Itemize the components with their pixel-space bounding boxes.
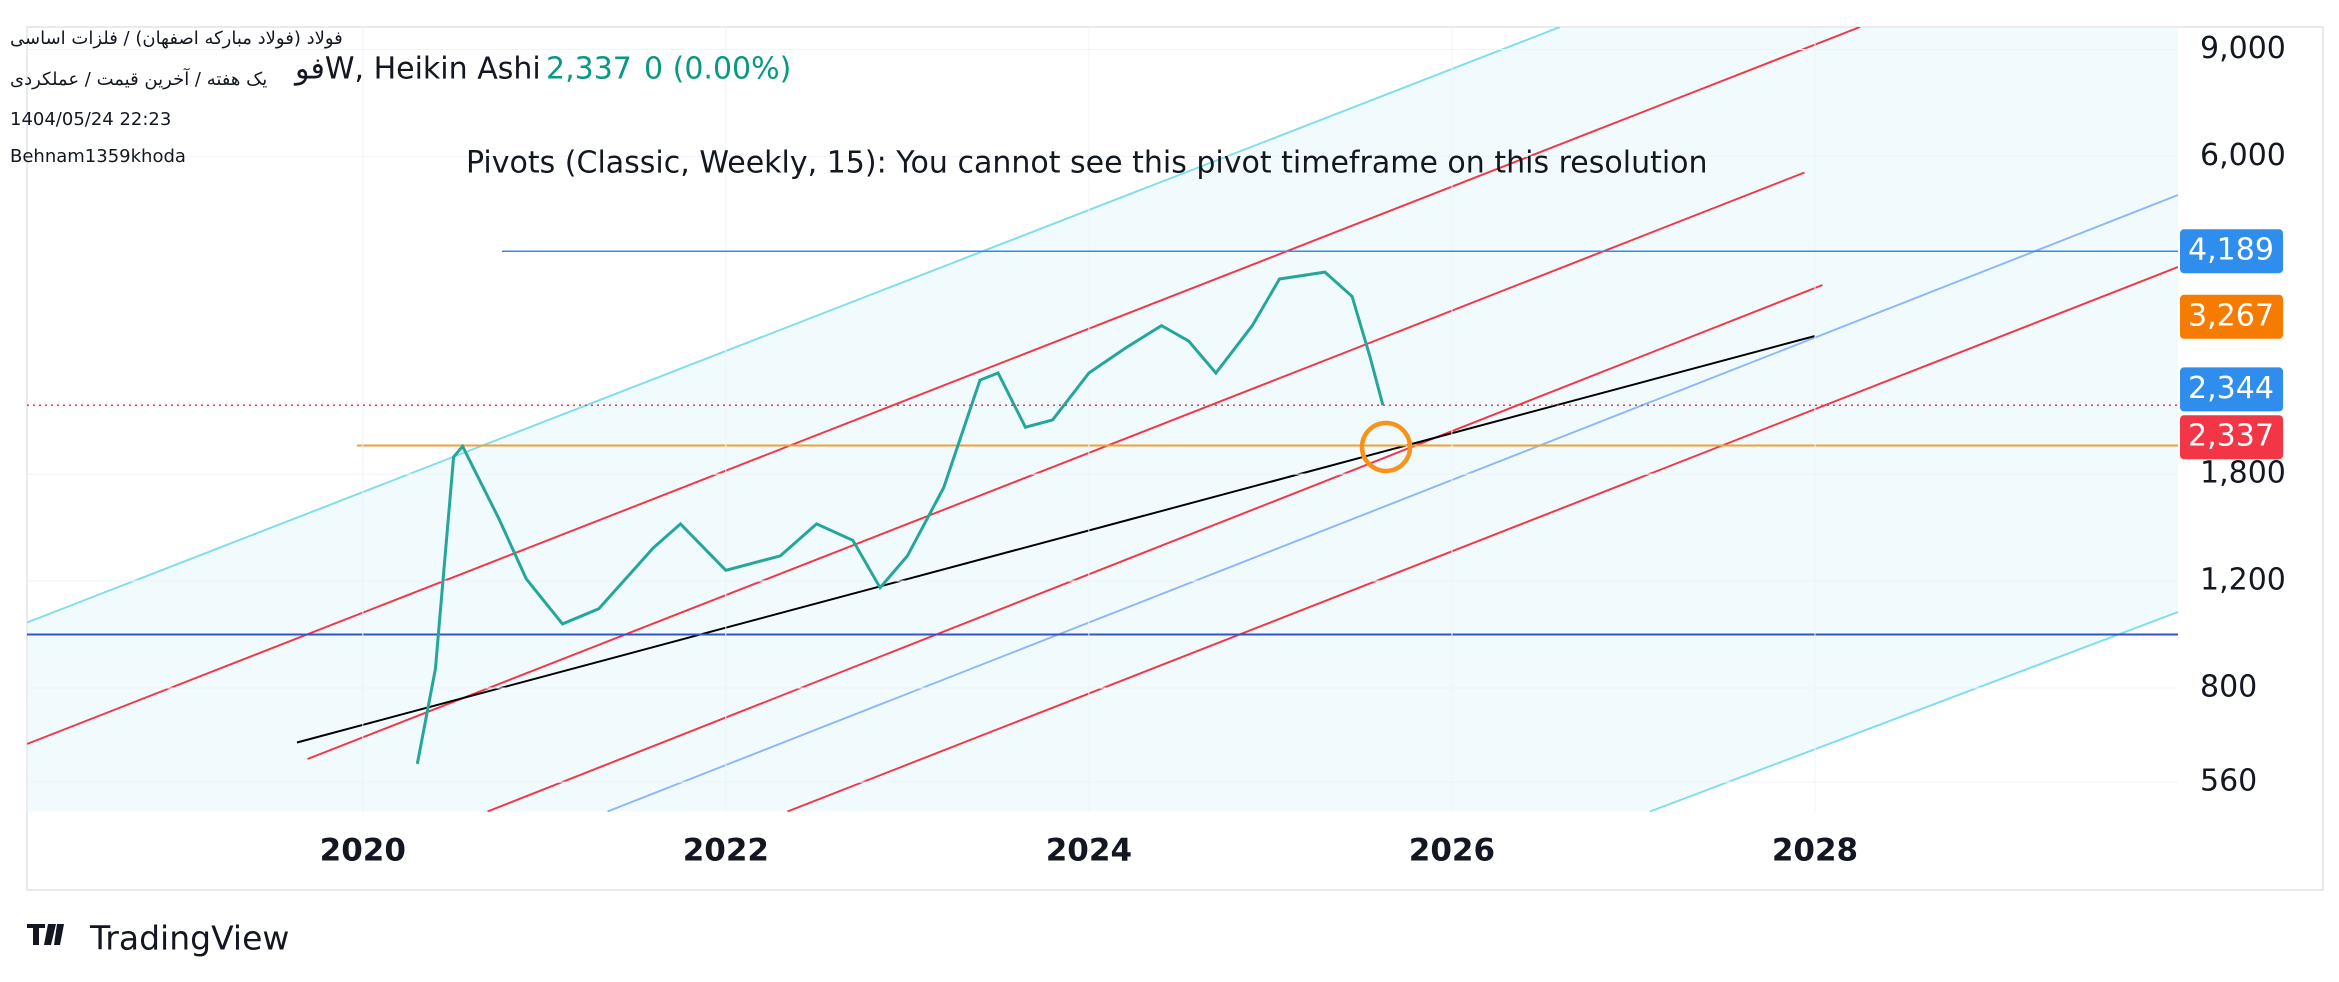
logo: [27, 924, 64, 945]
price-label: 4,189: [2188, 233, 2274, 268]
y-tick-label: 9,000: [2200, 31, 2286, 66]
channel-line: [607, 194, 2178, 812]
chart-title: فوW, Heikin Ashi: [293, 52, 541, 87]
indicator-note: Pivots (Classic, Weekly, 15): You cannot…: [466, 146, 1708, 181]
last-price: 2,337: [546, 52, 632, 87]
brand: TradingView: [89, 919, 289, 958]
channel-line: [487, 284, 1823, 812]
trend-line: [296, 335, 1816, 744]
channel-line: [787, 266, 2178, 812]
header-line: 1404/05/24 22:23: [10, 109, 171, 130]
price-label-box: [2180, 229, 2283, 274]
price-label-box: [2180, 367, 2283, 412]
channel-line: [1649, 611, 2178, 812]
y-tick-label: 800: [2200, 670, 2257, 705]
highlight-circle: [1359, 420, 1413, 474]
y-tick-label: 1,200: [2200, 563, 2286, 598]
price-label-box: [2180, 415, 2283, 460]
x-tick-label: 2028: [1772, 833, 1858, 869]
y-tick-label: 1,800: [2200, 456, 2286, 491]
price-line: [415, 270, 1385, 765]
y-tick-label: 6,000: [2200, 138, 2286, 173]
x-tick-label: 2024: [1046, 833, 1132, 869]
channel-line: [307, 171, 1805, 760]
channel-fill: [27, 27, 2178, 812]
x-tick-label: 2022: [683, 833, 769, 869]
y-tick-label: 560: [2200, 764, 2257, 799]
series-layer: 560 800 1,200 1,800 6,000 9,000 2020 2022 2024 20…: [27, 27, 2286, 869]
x-tick-label: 2020: [320, 833, 406, 869]
header-line: Behnam1359khoda: [10, 146, 186, 167]
header-line: یک هفته / آخرین قیمت / عملکردی: [10, 67, 267, 90]
x-tick-label: 2026: [1409, 833, 1495, 869]
channel-line: [27, 27, 1861, 745]
price-label: 2,337: [2188, 419, 2274, 454]
channel-line: [27, 27, 1561, 624]
price-label: 2,344: [2188, 371, 2274, 406]
drawings: [27, 27, 2178, 812]
price-label-box: [2180, 294, 2283, 339]
price-change: 0 (0.00%): [644, 52, 791, 87]
header-line: فولاد (فولاد مبارکه اصفهان) / فلزات اساس…: [10, 28, 343, 49]
price-label: 3,267: [2188, 298, 2274, 333]
frame: [26, 26, 2324, 891]
